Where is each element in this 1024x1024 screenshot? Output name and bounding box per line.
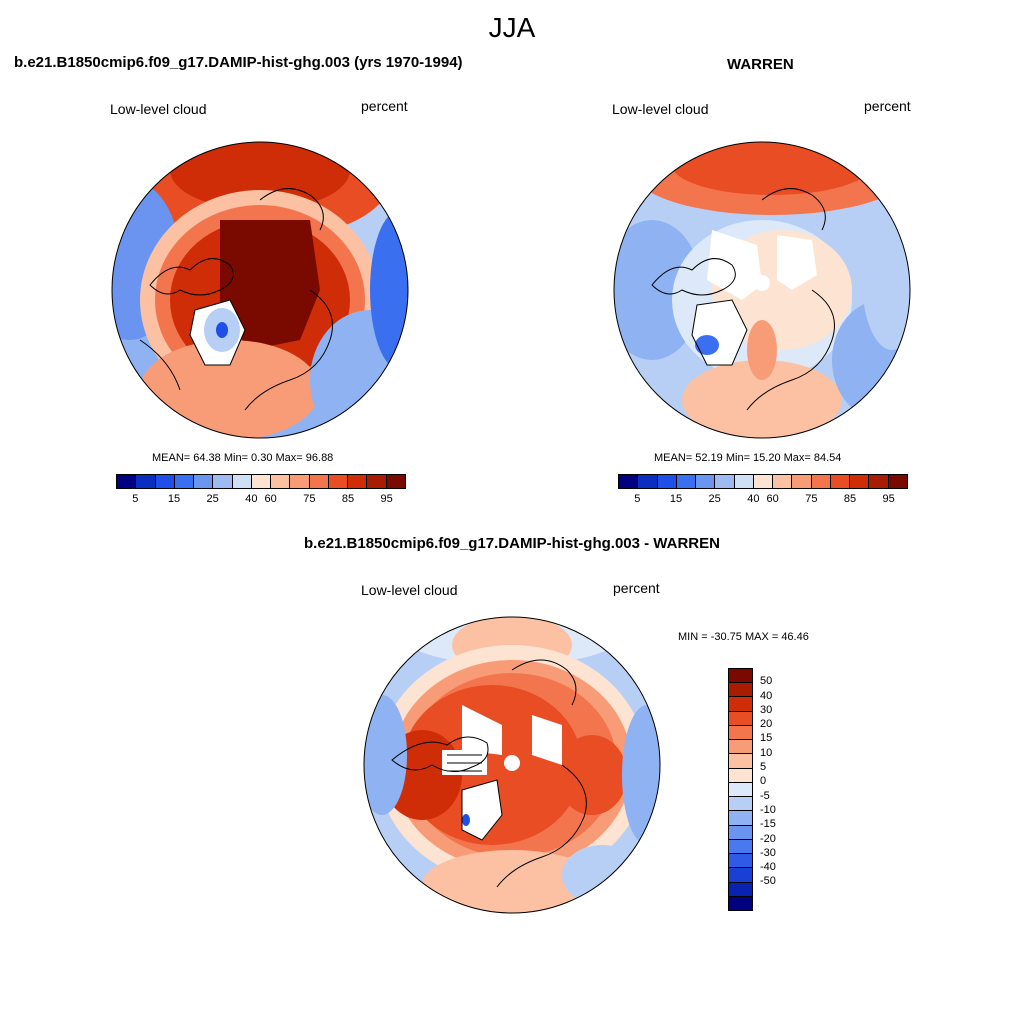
- colorbar-tick-label: -10: [760, 803, 776, 816]
- colorbar-swatch: [729, 754, 752, 769]
- colorbar-tick-label: 85: [843, 493, 857, 505]
- colorbar-swatch: [348, 475, 368, 488]
- colorbar-tick-label: 5: [132, 493, 139, 505]
- colorbar-swatch: [729, 725, 752, 741]
- colorbar-swatch: [676, 475, 697, 488]
- colorbar-swatch: [715, 475, 735, 488]
- colorbar-tick-label: 5: [634, 493, 641, 505]
- colorbar-swatch: [729, 768, 752, 783]
- colorbar-swatch: [386, 475, 405, 488]
- colorbar-swatch: [734, 475, 754, 488]
- colorbar-tick-label: 5: [760, 761, 767, 774]
- colorbar-tick-label: -15: [760, 818, 776, 831]
- left-units-label: percent: [361, 98, 408, 114]
- colorbar-tick-label: 10: [760, 746, 773, 759]
- right-units-label: percent: [864, 98, 911, 114]
- colorbar-swatch: [117, 475, 137, 488]
- colorbar-swatch: [328, 475, 349, 488]
- diff-units-label: percent: [613, 580, 660, 596]
- colorbar-swatch: [194, 475, 214, 488]
- colorbar-tick-label: -50: [760, 875, 776, 888]
- colorbar-swatch: [271, 475, 291, 488]
- colorbar-swatch: [811, 475, 831, 488]
- colorbar-swatch: [773, 475, 793, 488]
- colorbar-swatch: [792, 475, 812, 488]
- colorbar-tick-label: 15: [167, 493, 181, 505]
- colorbar-tick-label: -40: [760, 861, 776, 874]
- colorbar-swatch: [729, 669, 752, 684]
- colorbar-swatch: [753, 475, 774, 488]
- colorbar-swatch: [155, 475, 175, 488]
- colorbar-tick-label: 25: [206, 493, 219, 505]
- diff-stats: MIN = -30.75 MAX = 46.46: [678, 631, 809, 643]
- colorbar-tick-label: 75: [805, 493, 818, 505]
- colorbar-swatch: [251, 475, 272, 488]
- colorbar-swatch: [850, 475, 870, 488]
- colorbar-swatch: [729, 882, 752, 897]
- colorbar-swatch: [729, 797, 752, 812]
- colorbar-swatch: [830, 475, 851, 488]
- colorbar-tick-label: 40: [747, 493, 760, 505]
- left-stats: MEAN= 64.38 Min= 0.30 Max= 96.88: [152, 452, 334, 464]
- colorbar-swatch: [136, 475, 156, 488]
- colorbar-tick-label: 15: [760, 732, 773, 745]
- right-panel-title: WARREN: [727, 56, 794, 73]
- colorbar-swatch: [619, 475, 639, 488]
- right-polar-map: [613, 141, 911, 439]
- season-title: JJA: [488, 12, 536, 43]
- diff-panel-title: b.e21.B1850cmip6.f09_g17.DAMIP-hist-ghg.…: [304, 535, 720, 552]
- colorbar-tick-label: 95: [380, 493, 393, 505]
- colorbar-tick-label: 50: [760, 675, 773, 688]
- colorbar-tick-label: 85: [341, 493, 355, 505]
- colorbar-swatch: [729, 683, 752, 698]
- colorbar-tick-label: 15: [669, 493, 683, 505]
- colorbar-swatch: [367, 475, 387, 488]
- colorbar-swatch: [729, 811, 752, 826]
- colorbar-tick-label: 60: [766, 493, 779, 505]
- diff-variable-label: Low-level cloud: [361, 582, 458, 598]
- left-colorbar: [116, 474, 406, 489]
- left-panel-title: b.e21.B1850cmip6.f09_g17.DAMIP-hist-ghg.…: [14, 54, 463, 71]
- colorbar-swatch: [729, 711, 752, 726]
- colorbar-swatch: [696, 475, 716, 488]
- colorbar-swatch: [729, 868, 752, 883]
- colorbar-tick-label: 40: [760, 689, 773, 702]
- colorbar-swatch: [174, 475, 195, 488]
- colorbar-tick-label: 95: [882, 493, 895, 505]
- colorbar-tick-label: 40: [245, 493, 258, 505]
- colorbar-swatch: [729, 896, 752, 910]
- colorbar-swatch: [657, 475, 677, 488]
- colorbar-tick-label: -30: [760, 846, 776, 859]
- colorbar-tick-label: 60: [264, 493, 277, 505]
- colorbar-tick-label: 25: [708, 493, 721, 505]
- colorbar-swatch: [888, 475, 907, 488]
- right-stats: MEAN= 52.19 Min= 15.20 Max= 84.54: [654, 452, 842, 464]
- colorbar-tick-label: 30: [760, 703, 773, 716]
- colorbar-tick-label: -5: [760, 789, 770, 802]
- right-variable-label: Low-level cloud: [612, 101, 709, 117]
- colorbar-tick-label: 20: [760, 718, 773, 731]
- colorbar-swatch: [213, 475, 233, 488]
- left-polar-map: [111, 141, 409, 439]
- colorbar-swatch: [638, 475, 658, 488]
- colorbar-tick-label: 75: [303, 493, 316, 505]
- colorbar-swatch: [729, 740, 752, 755]
- colorbar-swatch: [232, 475, 252, 488]
- colorbar-swatch: [729, 697, 752, 712]
- colorbar-swatch: [309, 475, 329, 488]
- colorbar-tick-label: 0: [760, 775, 767, 788]
- colorbar-swatch: [729, 839, 752, 855]
- colorbar-swatch: [869, 475, 889, 488]
- diff-polar-map: [363, 616, 661, 914]
- diff-colorbar: [728, 668, 753, 911]
- colorbar-swatch: [290, 475, 310, 488]
- left-variable-label: Low-level cloud: [110, 101, 207, 117]
- colorbar-swatch: [729, 854, 752, 869]
- colorbar-tick-label: -20: [760, 832, 776, 845]
- colorbar-swatch: [729, 825, 752, 840]
- right-colorbar: [618, 474, 908, 489]
- colorbar-swatch: [729, 782, 752, 798]
